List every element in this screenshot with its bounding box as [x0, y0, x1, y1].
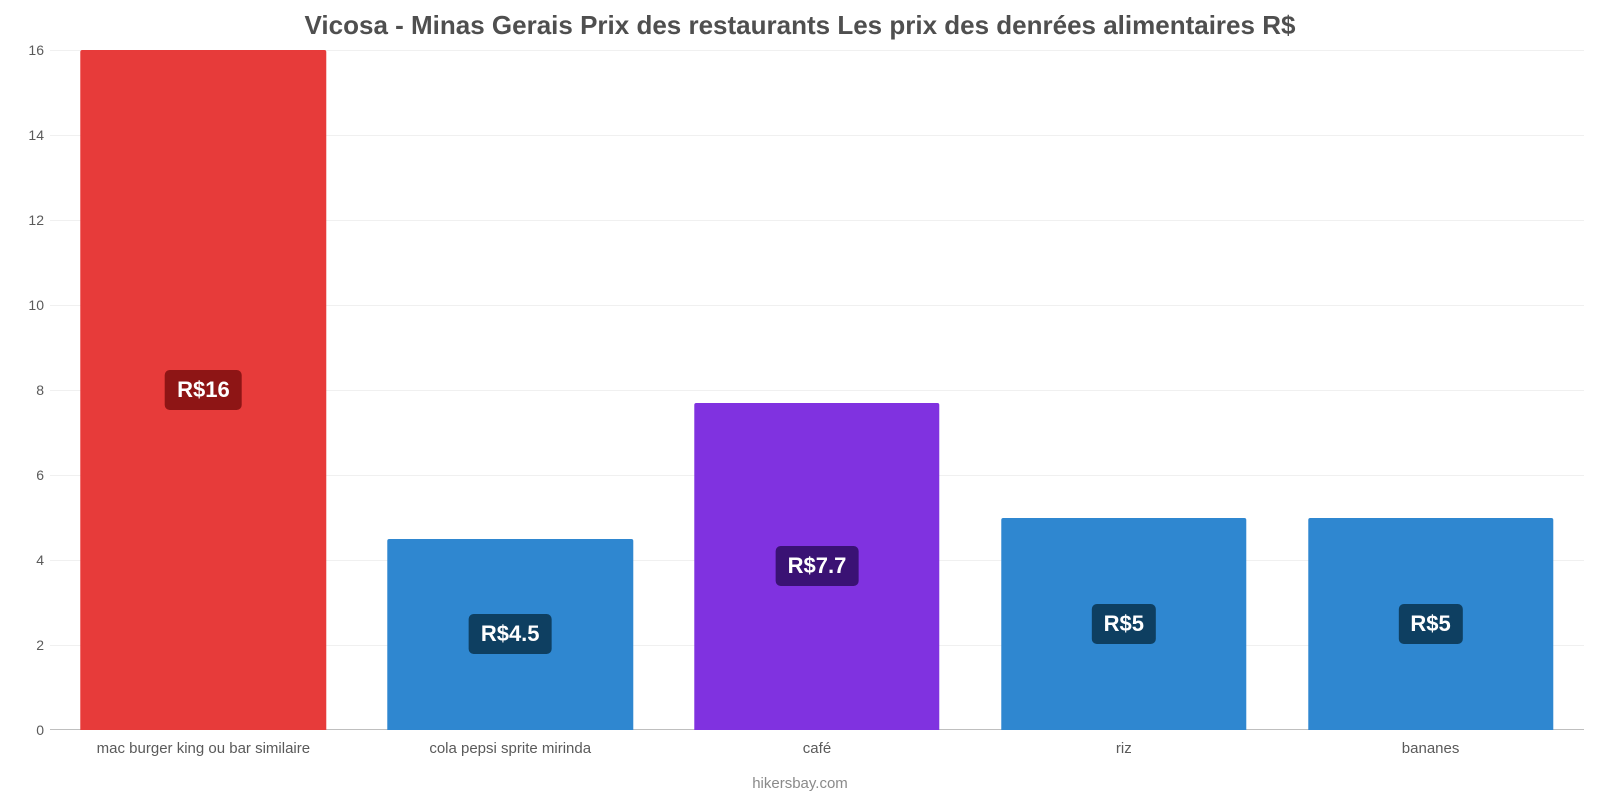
bar-slot: R$4.5cola pepsi sprite mirinda — [357, 50, 664, 730]
plot-area: 0246810121416R$16mac burger king ou bar … — [50, 50, 1584, 730]
y-axis-tick-label: 14 — [10, 127, 44, 143]
bar-chart: Vicosa - Minas Gerais Prix des restauran… — [0, 0, 1600, 800]
attribution-text: hikersbay.com — [0, 775, 1600, 792]
y-axis-tick-label: 8 — [10, 382, 44, 398]
y-axis-tick-label: 6 — [10, 467, 44, 483]
x-axis-category-label: bananes — [1402, 730, 1460, 757]
bar-slot: R$5bananes — [1277, 50, 1584, 730]
y-axis-tick-label: 2 — [10, 637, 44, 653]
bar-value-label: R$5 — [1092, 604, 1156, 644]
x-axis-category-label: cola pepsi sprite mirinda — [429, 730, 591, 757]
bar-slot: R$7.7café — [664, 50, 971, 730]
chart-title: Vicosa - Minas Gerais Prix des restauran… — [0, 10, 1600, 47]
y-axis-tick-label: 4 — [10, 552, 44, 568]
y-axis-tick-label: 10 — [10, 297, 44, 313]
bar-slot: R$5riz — [970, 50, 1277, 730]
bar-value-label: R$16 — [165, 370, 242, 410]
y-axis-tick-label: 12 — [10, 212, 44, 228]
bar-slot: R$16mac burger king ou bar similaire — [50, 50, 357, 730]
x-axis-category-label: café — [803, 730, 831, 757]
x-axis-category-label: riz — [1116, 730, 1132, 757]
y-axis-tick-label: 0 — [10, 722, 44, 738]
x-axis-category-label: mac burger king ou bar similaire — [97, 730, 310, 757]
bar-value-label: R$5 — [1398, 604, 1462, 644]
bar-value-label: R$4.5 — [469, 614, 552, 654]
y-axis-tick-label: 16 — [10, 42, 44, 58]
bar-value-label: R$7.7 — [776, 546, 859, 586]
